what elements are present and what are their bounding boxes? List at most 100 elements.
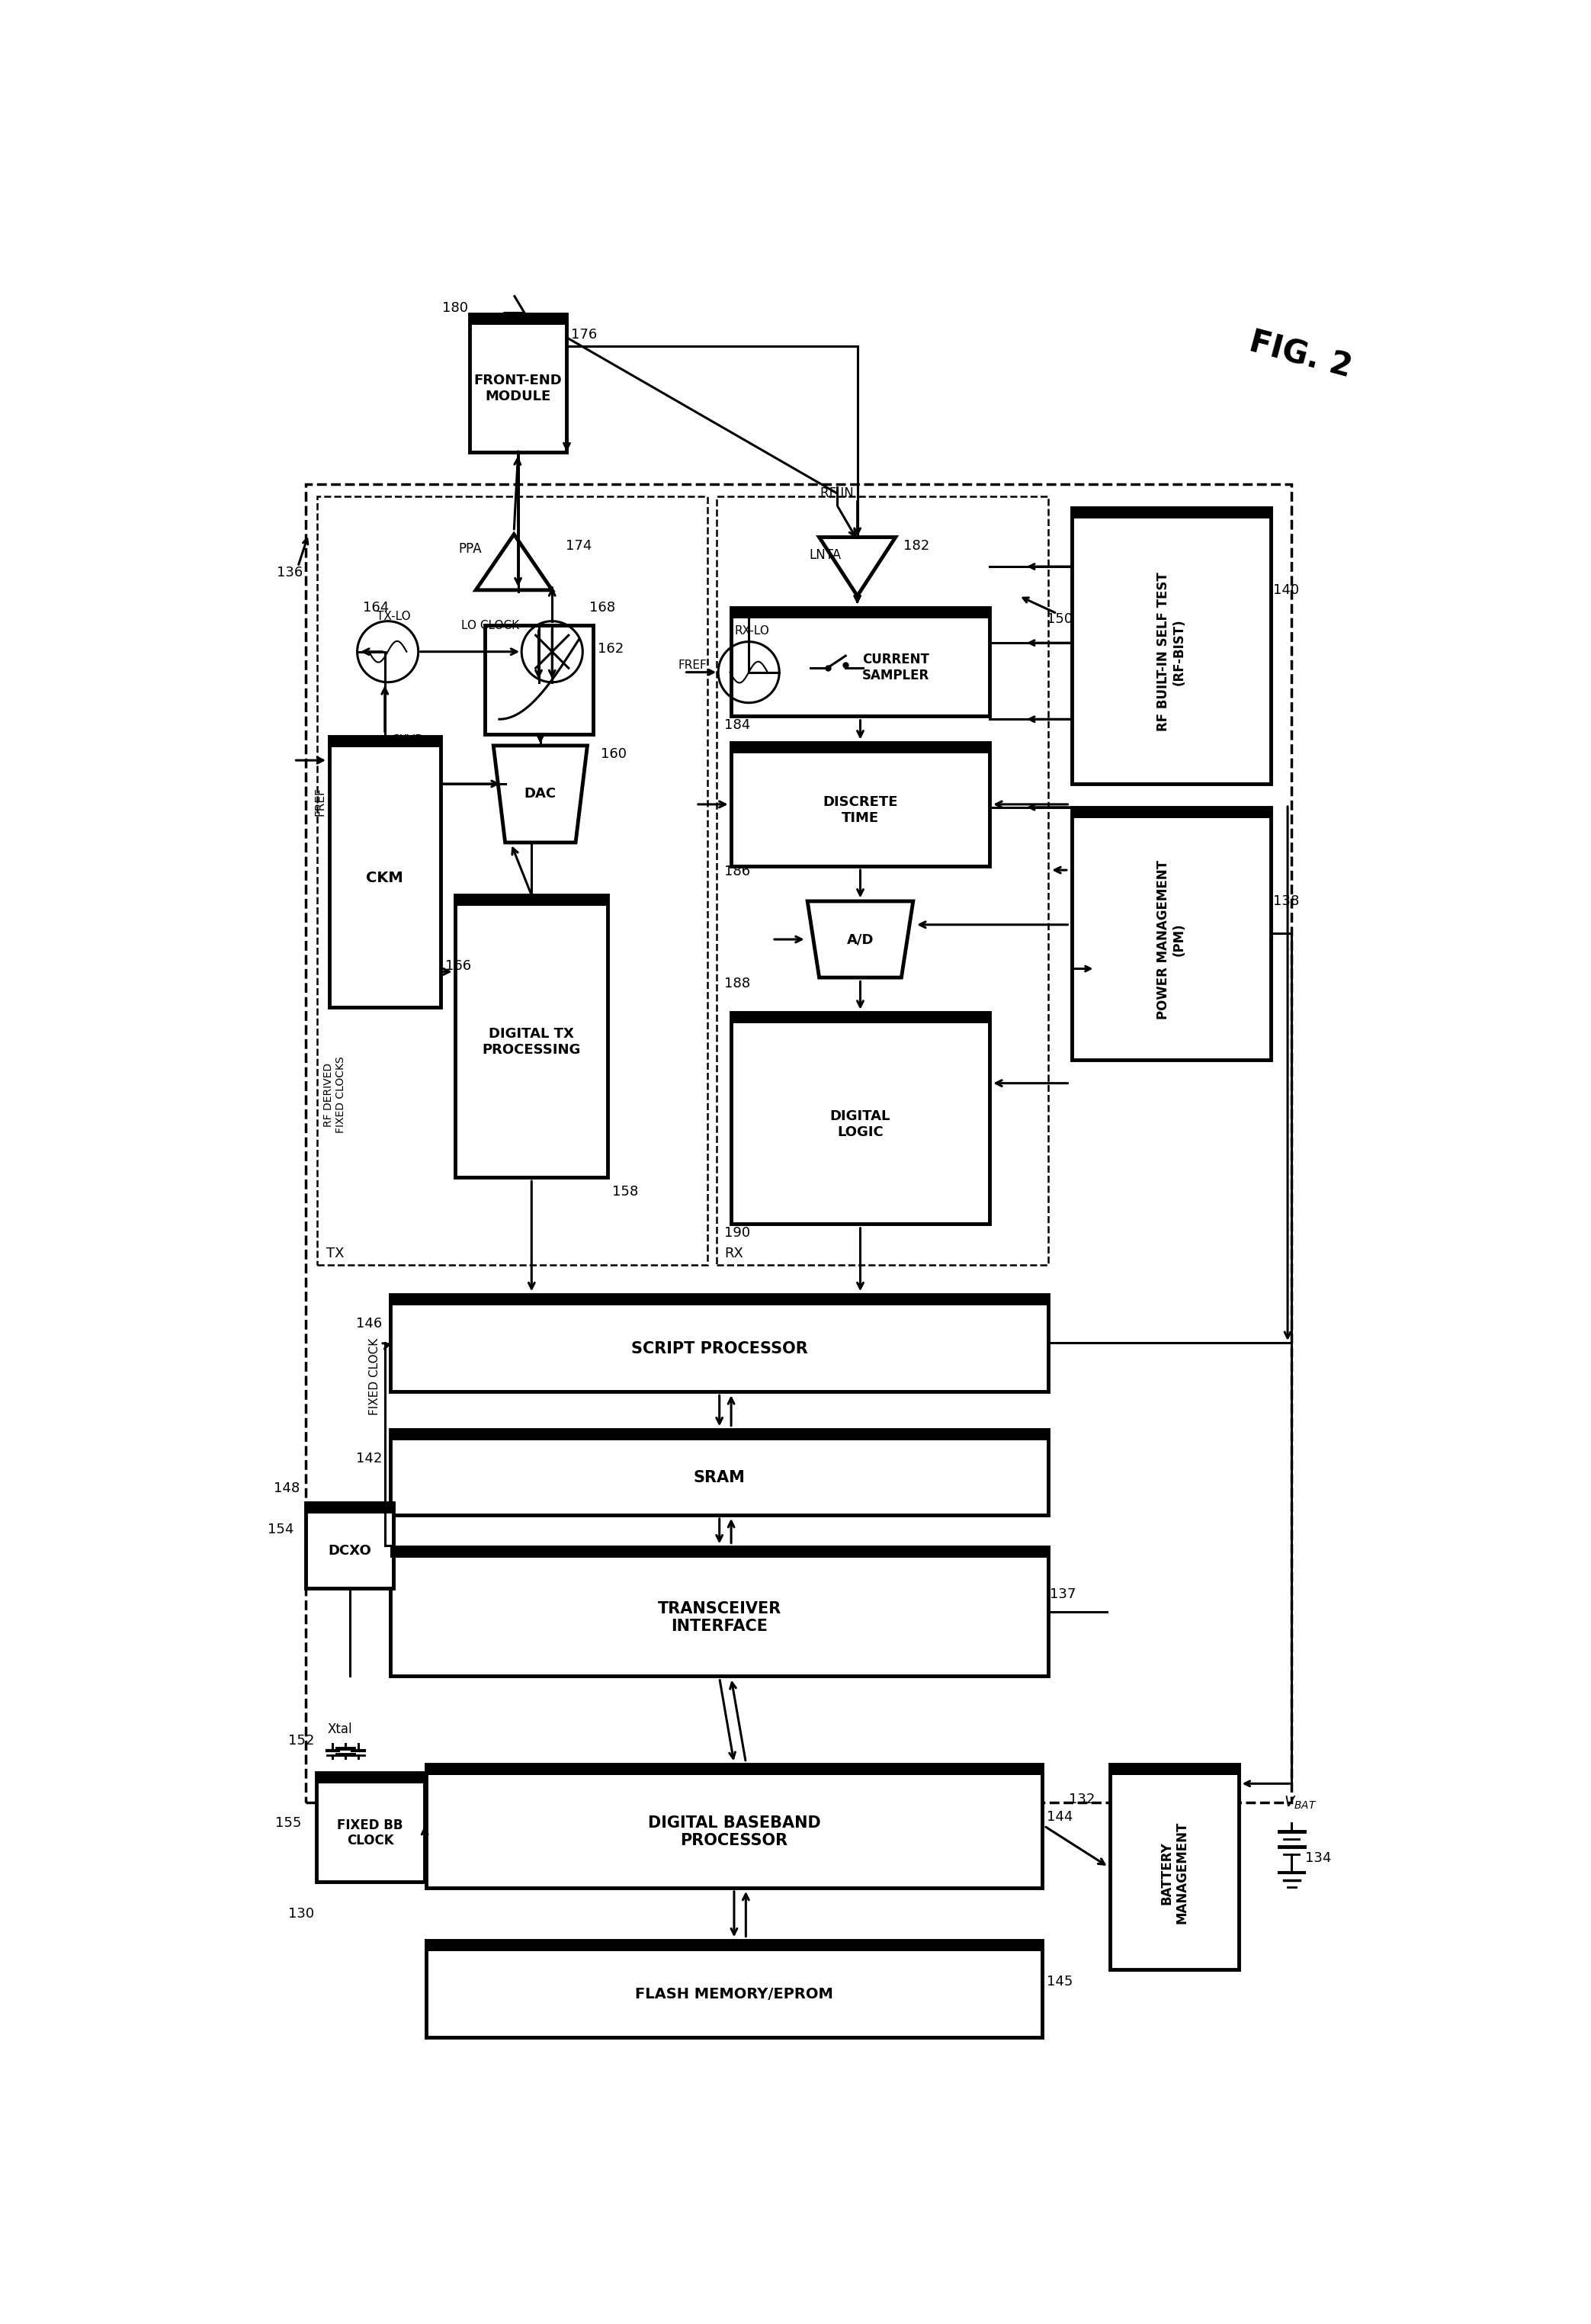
Bar [426, 1941, 1042, 2038]
Text: 136: 136 [277, 565, 302, 579]
Text: 152: 152 [288, 1734, 315, 1748]
Bar [426, 1941, 1042, 1950]
Text: 142: 142 [356, 1452, 382, 1466]
Text: 144: 144 [1047, 1810, 1072, 1824]
Bar [329, 737, 441, 748]
Bar [391, 1429, 1048, 1441]
Bar [1111, 1764, 1239, 1971]
Text: RF DERIVED
FIXED CLOCKS: RF DERIVED FIXED CLOCKS [323, 1057, 347, 1134]
Text: DISCRETE
TIME: DISCRETE TIME [823, 795, 897, 825]
Text: 150: 150 [1047, 614, 1072, 625]
Text: POWER MANAGEMENT
(PM): POWER MANAGEMENT (PM) [1157, 860, 1187, 1018]
Text: 182: 182 [904, 539, 929, 553]
Bar [455, 895, 608, 906]
Bar [1072, 806, 1271, 1060]
Text: CKVDx: CKVDx [391, 734, 431, 746]
Bar [391, 1548, 1048, 1676]
Text: 190: 190 [724, 1227, 749, 1239]
Text: 148: 148 [274, 1480, 299, 1494]
Bar [317, 495, 708, 1264]
Text: 164: 164 [363, 602, 390, 614]
Text: SRAM: SRAM [694, 1471, 745, 1485]
Text: 138: 138 [1273, 895, 1298, 909]
Text: TX: TX [326, 1246, 344, 1260]
Text: 176: 176 [571, 328, 598, 342]
Text: FIG. 2: FIG. 2 [1246, 325, 1356, 383]
Bar [732, 607, 990, 716]
Text: 166: 166 [445, 960, 471, 974]
Text: RF IN: RF IN [819, 486, 853, 500]
Text: 168: 168 [589, 602, 616, 614]
Text: DIGITAL BASEBAND
PROCESSOR: DIGITAL BASEBAND PROCESSOR [648, 1815, 821, 1848]
Text: DCXO: DCXO [328, 1543, 371, 1557]
Bar [391, 1294, 1048, 1392]
Bar [426, 1764, 1042, 1887]
Bar [455, 895, 608, 1178]
Text: RX-LO: RX-LO [733, 625, 768, 637]
Bar [716, 495, 1048, 1264]
Bar [1072, 509, 1271, 518]
Text: 188: 188 [724, 976, 749, 990]
Text: SCRIPT PROCESSOR: SCRIPT PROCESSOR [632, 1341, 808, 1357]
Text: A/D: A/D [846, 932, 873, 946]
Text: 162: 162 [598, 641, 624, 655]
Text: 160: 160 [601, 748, 627, 762]
Text: CKM: CKM [366, 872, 404, 885]
Text: $V_{BAT}$: $V_{BAT}$ [1284, 1794, 1317, 1810]
Text: FRONT-END
MODULE: FRONT-END MODULE [474, 374, 562, 404]
Text: 137: 137 [1050, 1587, 1076, 1601]
Text: 180: 180 [442, 302, 468, 316]
Text: DIGITAL TX
PROCESSING: DIGITAL TX PROCESSING [482, 1027, 581, 1057]
Text: RX: RX [724, 1246, 743, 1260]
Bar [732, 1013, 990, 1023]
Bar [732, 607, 990, 618]
Bar [732, 744, 990, 753]
Text: CURRENT
SAMPLER: CURRENT SAMPLER [862, 653, 929, 683]
Text: Xtal: Xtal [328, 1722, 352, 1736]
Bar [391, 1429, 1048, 1515]
Text: 186: 186 [724, 865, 749, 878]
Text: 155: 155 [275, 1815, 301, 1829]
Text: 145: 145 [1047, 1975, 1072, 1989]
Text: FLASH MEMORY/EPROM: FLASH MEMORY/EPROM [635, 1987, 834, 2001]
Bar [732, 1013, 990, 1225]
Bar [391, 1294, 1048, 1306]
Bar [1111, 1764, 1239, 1776]
Bar [426, 1764, 1042, 1776]
Text: 140: 140 [1273, 583, 1298, 597]
Text: 174: 174 [565, 539, 592, 553]
Text: 134: 134 [1305, 1852, 1332, 1866]
Text: 132: 132 [1069, 1792, 1095, 1806]
Text: 130: 130 [288, 1908, 315, 1922]
Bar [732, 744, 990, 867]
Text: FIXED BB
CLOCK: FIXED BB CLOCK [337, 1817, 403, 1848]
Text: LNTA: LNTA [808, 548, 842, 562]
Bar [485, 625, 593, 734]
Text: BATTERY
MANAGEMENT: BATTERY MANAGEMENT [1160, 1822, 1188, 1924]
Text: 184: 184 [724, 718, 749, 732]
Text: 146: 146 [356, 1318, 382, 1332]
Bar [329, 737, 441, 1006]
Bar [317, 1773, 425, 1783]
Text: FREF: FREF [315, 788, 326, 816]
Bar [469, 314, 566, 453]
Text: DAC: DAC [525, 788, 557, 802]
Bar [305, 1504, 393, 1587]
Text: DIGITAL
LOGIC: DIGITAL LOGIC [831, 1109, 891, 1139]
Bar [317, 1773, 425, 1882]
Text: 154: 154 [267, 1522, 294, 1536]
Bar [1072, 806, 1271, 818]
Text: RF BUILT-IN SELF TEST
(RF-BIST): RF BUILT-IN SELF TEST (RF-BIST) [1157, 572, 1187, 732]
Bar [305, 1504, 393, 1513]
Bar [469, 314, 566, 325]
Text: TX-LO: TX-LO [377, 611, 410, 623]
Text: PPA: PPA [458, 541, 482, 555]
Bar [391, 1548, 1048, 1557]
Bar [1072, 509, 1271, 783]
Text: LO CLOCK: LO CLOCK [461, 621, 520, 632]
Bar [305, 483, 1292, 1803]
Text: FREF: FREF [678, 660, 706, 672]
Text: FIXED CLOCK: FIXED CLOCK [369, 1339, 380, 1415]
Text: TRANSCEIVER
INTERFACE: TRANSCEIVER INTERFACE [657, 1601, 781, 1634]
Text: 158: 158 [613, 1185, 638, 1199]
